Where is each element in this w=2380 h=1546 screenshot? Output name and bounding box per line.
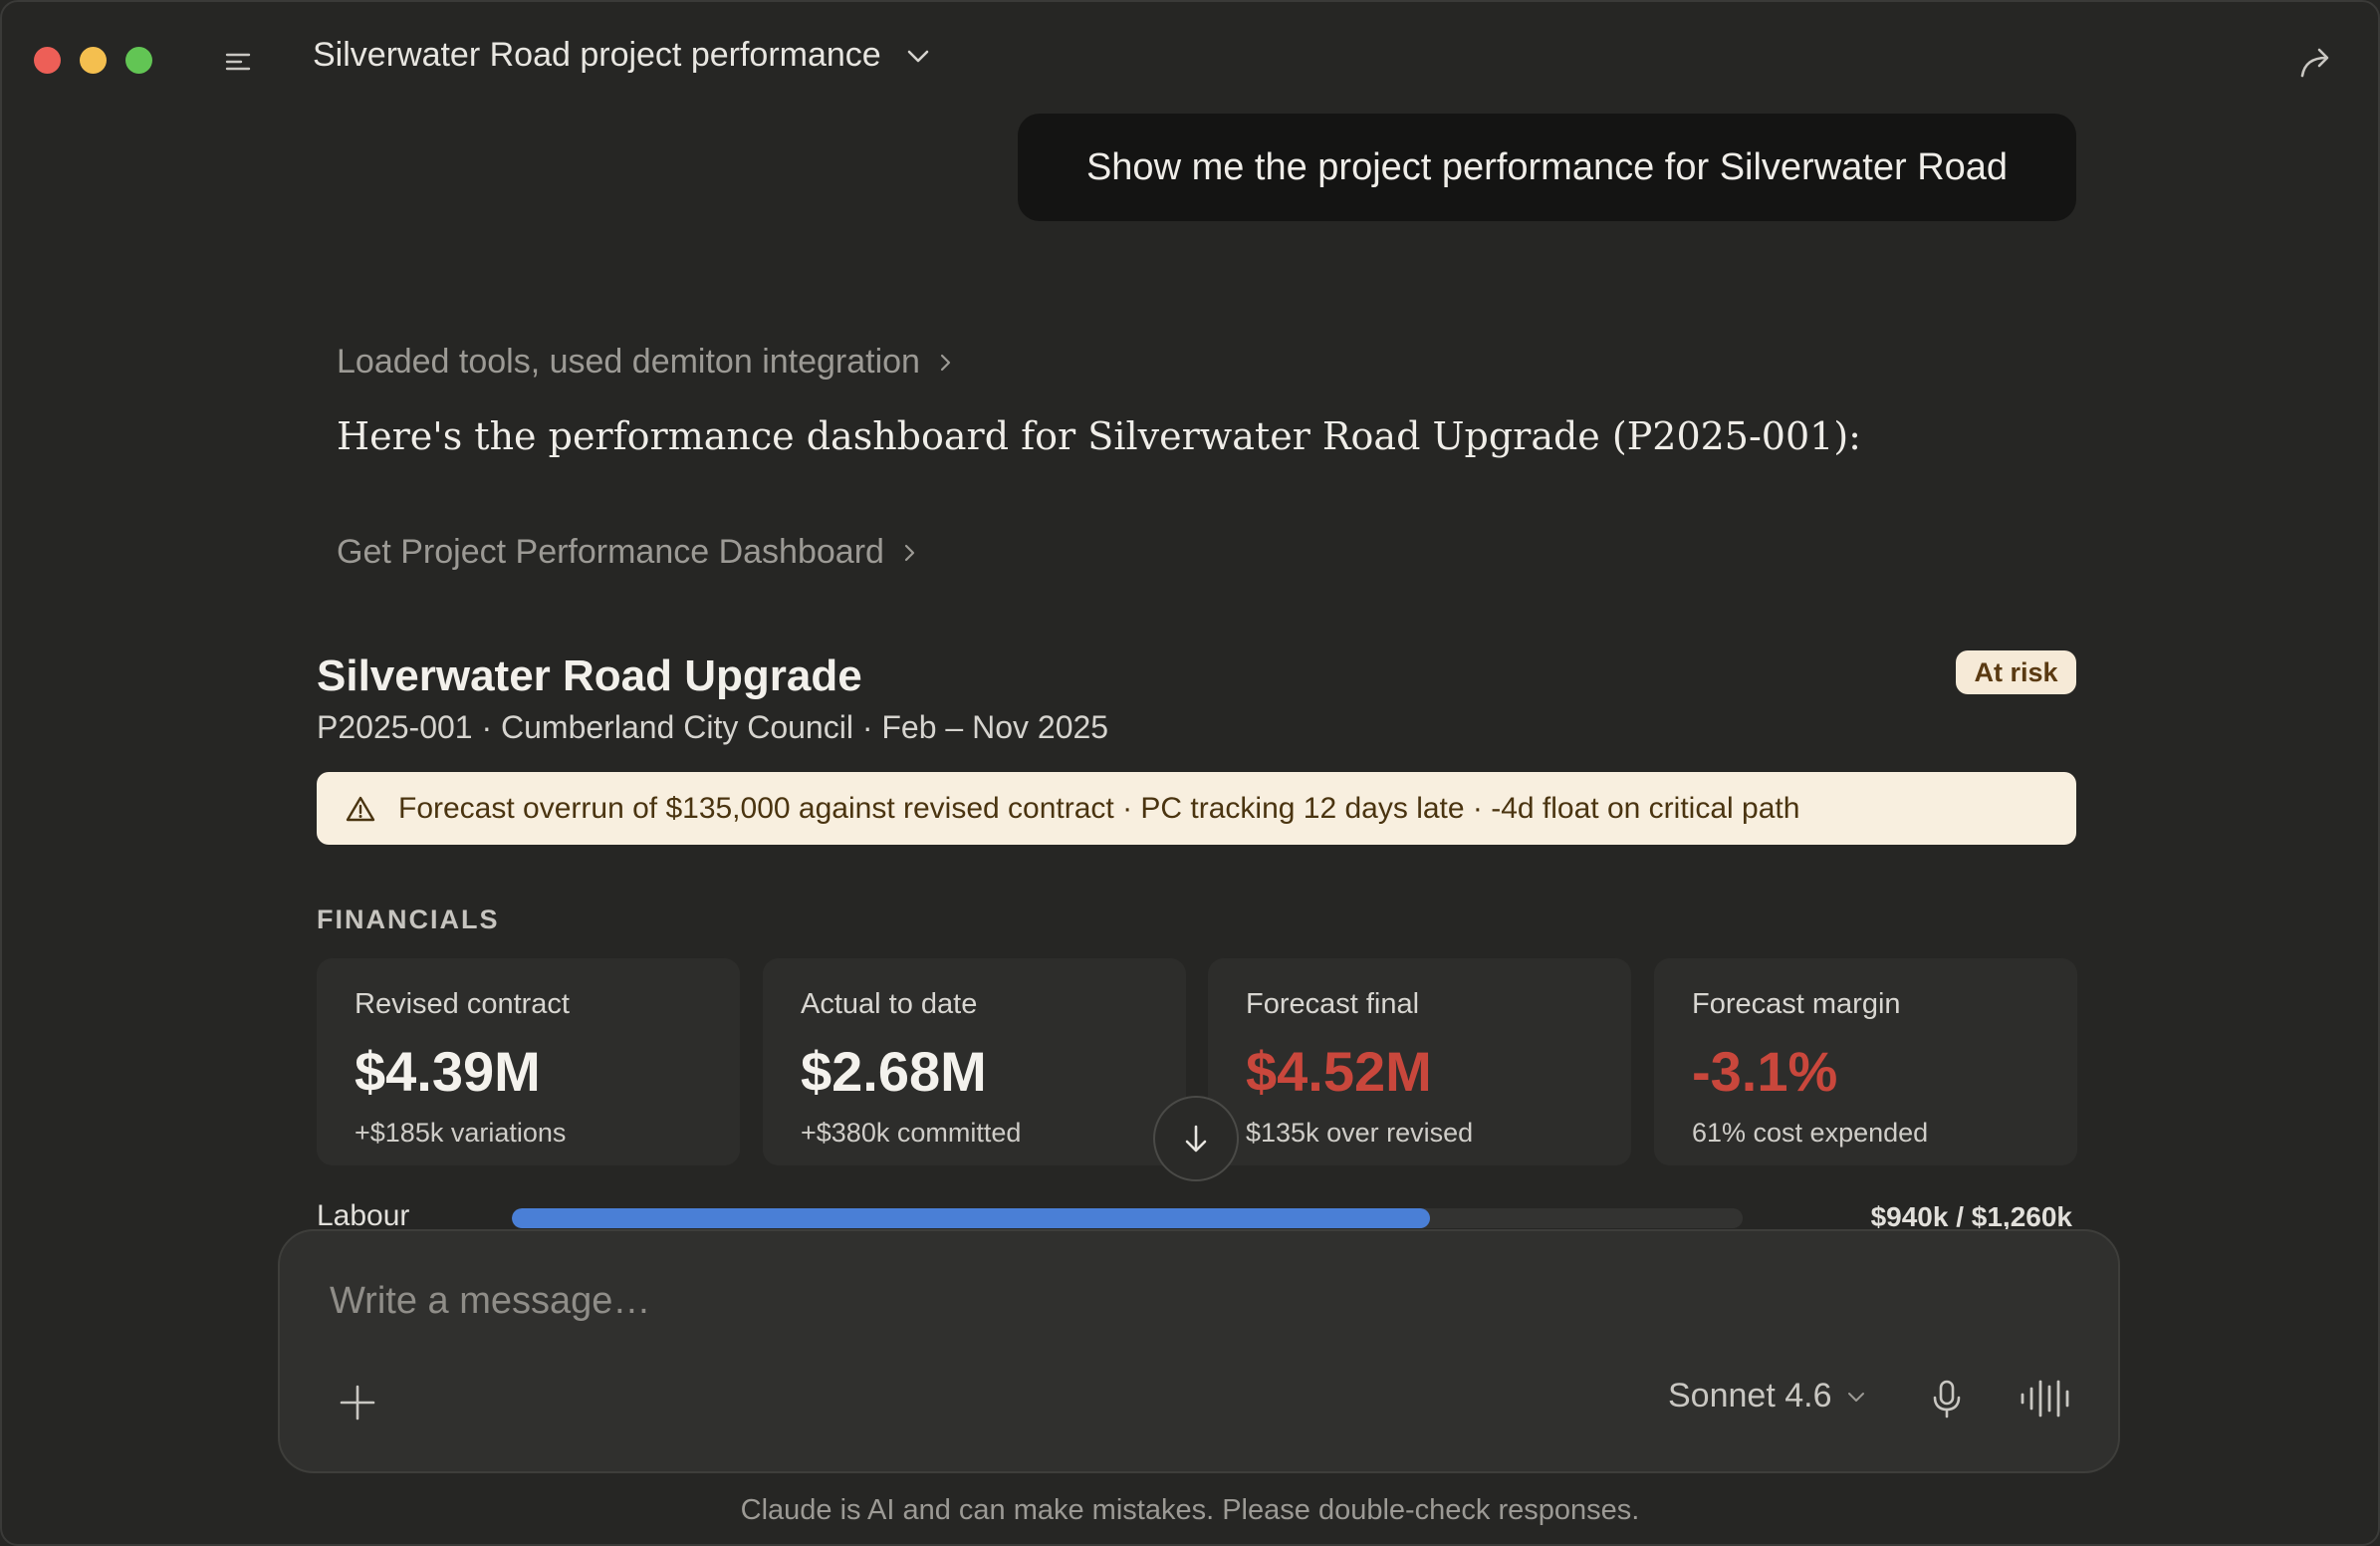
kpi-note: 61% cost expended: [1692, 1118, 1929, 1148]
tool-call-toggle[interactable]: Get Project Performance Dashboard: [337, 533, 920, 572]
dashboard-subtitle: P2025-001 · Cumberland City Council · Fe…: [317, 709, 1109, 745]
share-icon[interactable]: [2296, 42, 2336, 82]
kpi-card-revised-contract: Revised contract $4.39M +$185k variation…: [317, 958, 740, 1165]
plus-icon[interactable]: [336, 1381, 379, 1424]
microphone-icon[interactable]: [1925, 1377, 1969, 1420]
tools-used-toggle[interactable]: Loaded tools, used demiton integration: [337, 343, 956, 382]
tools-used-label: Loaded tools, used demiton integration: [337, 343, 920, 381]
kpi-card-forecast-margin: Forecast margin -3.1% 61% cost expended: [1654, 958, 2077, 1165]
kpi-label: Forecast final: [1246, 988, 1420, 1020]
chat-title-menu[interactable]: Silverwater Road project performance: [313, 36, 933, 75]
user-message-text: Show me the project performance for Silv…: [1085, 145, 2009, 188]
kpi-note: $135k over revised: [1246, 1118, 1474, 1148]
kpi-note: +$185k variations: [355, 1118, 567, 1148]
chat-title: Silverwater Road project performance: [313, 36, 881, 74]
chevron-right-icon: [904, 544, 915, 561]
kpi-label: Revised contract: [355, 988, 570, 1020]
arrow-down-icon: [1185, 1125, 1207, 1153]
status-badge: At risk: [1956, 650, 2076, 694]
cost-row-label: Labour: [317, 1199, 410, 1232]
minimize-window-button[interactable]: [80, 47, 107, 74]
dashboard-title: Silverwater Road Upgrade: [317, 651, 862, 700]
chevron-down-icon: [1848, 1392, 1865, 1402]
disclaimer: Claude is AI and can make mistakes. Plea…: [740, 1494, 1640, 1526]
message-composer: Sonnet 4.6: [278, 1229, 2120, 1473]
kpi-value: $4.52M: [1246, 1040, 1432, 1103]
chevron-right-icon: [940, 354, 951, 371]
kpi-card-actual-to-date: Actual to date $2.68M +$380k committed: [763, 958, 1186, 1165]
cost-row-value: $940k / $1,260k: [1870, 1201, 2072, 1232]
kpi-note: +$380k committed: [801, 1118, 1022, 1148]
kpi-value: $4.39M: [355, 1040, 541, 1103]
chevron-down-icon: [907, 50, 929, 62]
kpi-value: $2.68M: [801, 1040, 987, 1103]
cost-progress-track: [512, 1208, 1743, 1228]
cost-progress-fill: [512, 1208, 1431, 1228]
section-label: FINANCIALS: [317, 904, 500, 934]
model-name: Sonnet 4.6: [1668, 1377, 1832, 1415]
assistant-intro: Here's the performance dashboard for Sil…: [337, 414, 1861, 458]
model-selector[interactable]: Sonnet 4.6: [1668, 1377, 1867, 1416]
voice-mode-icon[interactable]: [2019, 1377, 2072, 1420]
tool-call-label: Get Project Performance Dashboard: [337, 533, 884, 571]
scroll-to-bottom-button[interactable]: [1153, 1096, 1239, 1181]
maximize-window-button[interactable]: [125, 47, 152, 74]
user-message: Show me the project performance for Silv…: [1018, 114, 2076, 221]
close-window-button[interactable]: [34, 47, 61, 74]
kpi-label: Forecast margin: [1692, 988, 1901, 1020]
message-input[interactable]: [330, 1271, 2023, 1331]
alert-banner: Forecast overrun of $135,000 against rev…: [317, 772, 2076, 845]
kpi-label: Actual to date: [801, 988, 978, 1020]
title-bar: Silverwater Road project performance: [2, 2, 2378, 120]
kpi-value: -3.1%: [1692, 1040, 1838, 1103]
alert-text: Forecast overrun of $135,000 against rev…: [398, 791, 1800, 825]
sidebar-toggle-icon[interactable]: [223, 46, 255, 78]
warning-icon: [346, 796, 375, 821]
kpi-card-forecast-final: Forecast final $4.52M $135k over revised: [1208, 958, 1631, 1165]
